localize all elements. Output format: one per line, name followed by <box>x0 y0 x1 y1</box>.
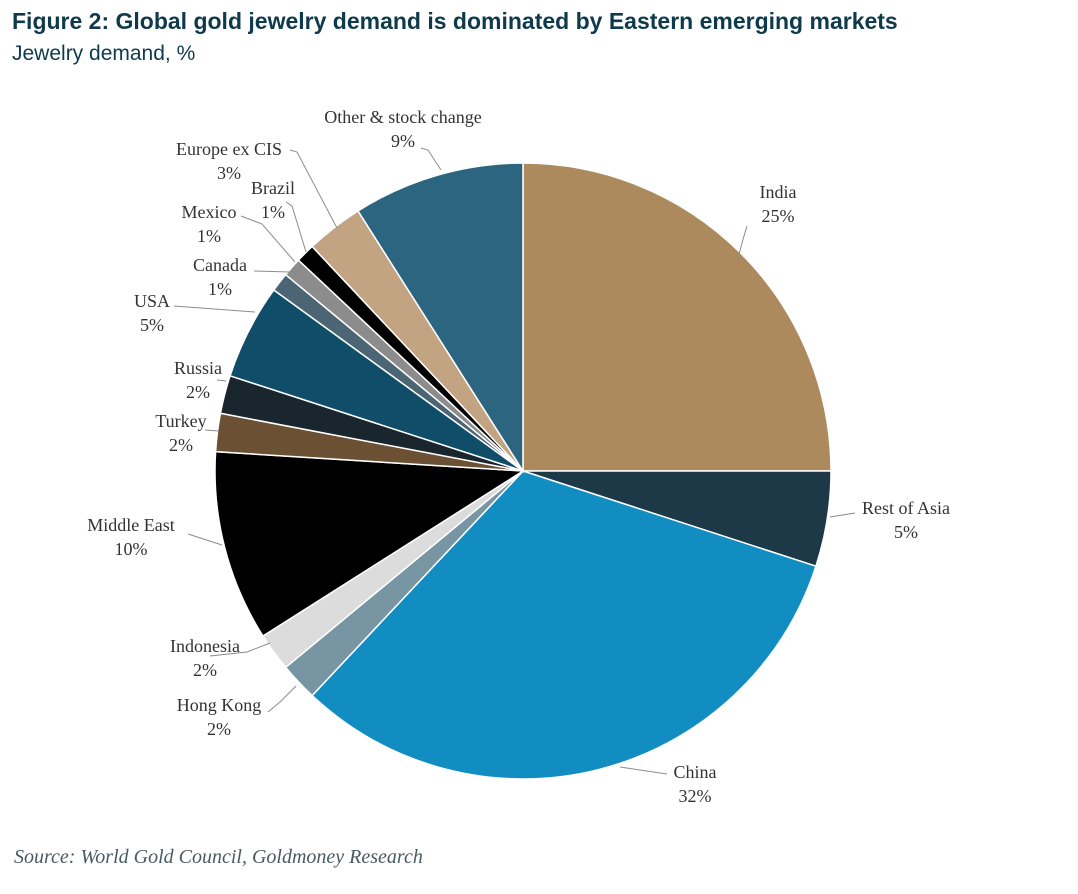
pie-chart: India 25% Rest of Asia 5% China 32% Hong Kong 2… <box>87 107 950 806</box>
slice-label-rest-of-asia: Rest of Asia <box>862 498 950 518</box>
pie-slice-middle-east <box>214 450 526 638</box>
slice-label-middle-east: Middle East <box>87 515 175 535</box>
slice-label-indonesia: Indonesia <box>170 636 240 656</box>
slice-label-canada: Canada <box>193 255 247 275</box>
leader-line-usa <box>173 305 256 313</box>
leader-line-other-and-stock-change <box>420 147 442 171</box>
slice-value-canada: 1% <box>208 279 232 299</box>
slice-value-rest-of-asia: 5% <box>894 522 918 542</box>
chart-subtitle: Jewelry demand, % <box>12 42 196 65</box>
pie-slice-china <box>311 470 817 780</box>
slice-label-mexico: Mexico <box>182 202 237 222</box>
leader-line-hong-kong <box>267 685 297 713</box>
slice-value-russia: 2% <box>186 382 210 402</box>
slice-value-mexico: 1% <box>197 226 221 246</box>
slice-label-brazil: Brazil <box>251 178 295 198</box>
slice-value-india: 25% <box>762 206 795 226</box>
slice-label-china: China <box>674 762 717 782</box>
slice-value-china: 32% <box>679 786 712 806</box>
leader-line-russia <box>216 379 227 382</box>
slice-value-other-and-stock-change: 9% <box>391 131 415 151</box>
leader-line-brazil <box>285 201 307 253</box>
slice-label-india: India <box>760 182 797 202</box>
slice-value-brazil: 1% <box>261 202 285 222</box>
leader-line-turkey <box>204 429 220 432</box>
slice-label-usa: USA <box>134 291 170 311</box>
slice-label-other-and-stock-change: Other & stock change <box>324 107 481 127</box>
pie-slice-other-and-stock-change <box>356 162 524 474</box>
leader-line-mexico <box>240 215 296 263</box>
slice-label-europe-ex-cis: Europe ex CIS <box>176 139 282 159</box>
slice-value-indonesia: 2% <box>193 660 217 680</box>
leader-line-middle-east <box>187 533 223 546</box>
slice-label-turkey: Turkey <box>155 411 206 431</box>
slice-value-middle-east: 10% <box>115 539 148 559</box>
slice-label-hong-kong: Hong Kong <box>177 695 262 715</box>
slice-label-russia: Russia <box>174 358 222 378</box>
leader-line-indonesia <box>209 642 271 657</box>
slice-value-europe-ex-cis: 3% <box>217 163 241 183</box>
slice-value-usa: 5% <box>140 315 164 335</box>
slice-value-hong-kong: 2% <box>207 719 231 739</box>
leader-line-canada <box>253 270 291 273</box>
leader-line-europe-ex-cis <box>289 149 338 229</box>
chart-title: Figure 2: Global gold jewelry demand is … <box>12 8 898 34</box>
slice-value-turkey: 2% <box>169 435 193 455</box>
leader-line-rest-of-asia <box>829 512 856 518</box>
leader-line-china <box>619 766 668 775</box>
leader-line-india <box>737 225 748 259</box>
pie-slice-india <box>522 162 832 472</box>
chart-source: Source: World Gold Council, Goldmoney Re… <box>14 846 423 868</box>
